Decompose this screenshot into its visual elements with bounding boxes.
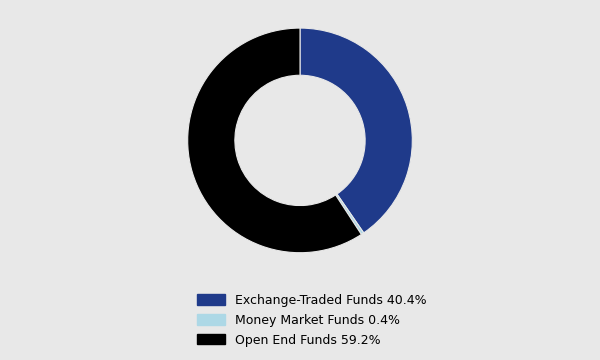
Wedge shape (335, 194, 364, 234)
Wedge shape (300, 28, 412, 233)
Legend: Exchange-Traded Funds 40.4%, Money Market Funds 0.4%, Open End Funds 59.2%: Exchange-Traded Funds 40.4%, Money Marke… (197, 294, 427, 347)
Wedge shape (188, 28, 361, 253)
